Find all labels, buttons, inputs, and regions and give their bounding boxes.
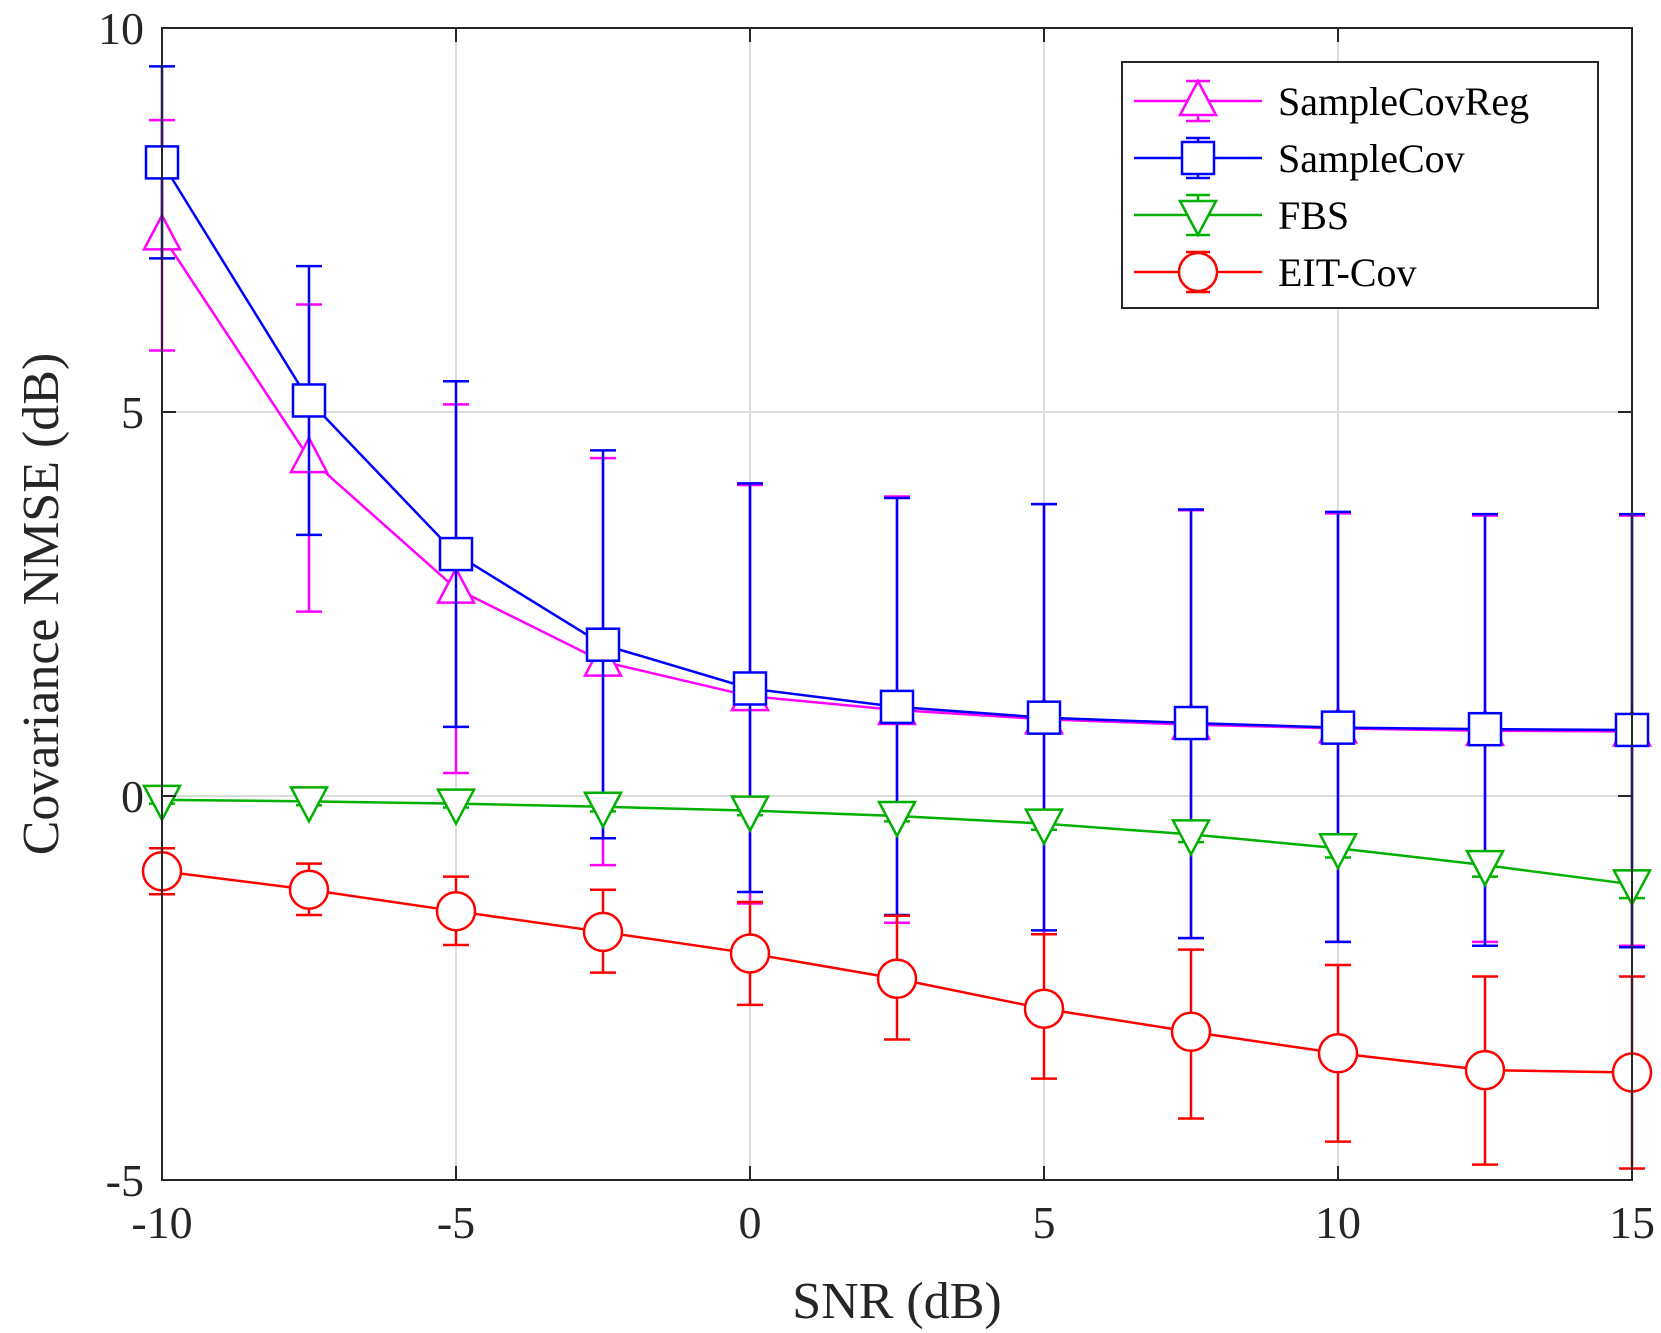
data-point (729, 795, 771, 834)
y-tick-label: 0 (121, 771, 144, 822)
data-point (582, 911, 624, 953)
x-tick-labels: -10 -5 0 5 10 15 (131, 1197, 1655, 1248)
x-tick-label: -10 (131, 1197, 192, 1248)
series-samplecov (144, 65, 1650, 949)
data-point (582, 791, 624, 830)
data-point (876, 958, 918, 1000)
x-tick-label: 5 (1033, 1197, 1056, 1248)
data-point (585, 627, 621, 662)
data-point (438, 536, 474, 572)
y-tick-labels: -5 0 5 10 (98, 3, 144, 1206)
legend-marker (1177, 78, 1219, 117)
data-point (1026, 700, 1062, 735)
data-point (1320, 710, 1356, 745)
data-point (288, 869, 330, 910)
data-point (1317, 1033, 1359, 1074)
data-point (291, 383, 327, 418)
data-point (876, 800, 918, 839)
y-tick-label: 5 (121, 387, 144, 438)
data-point (1467, 711, 1503, 747)
x-axis-label: SNR (dB) (792, 1273, 1001, 1330)
legend-marker (1180, 140, 1216, 176)
legend-label: SampleCovReg (1278, 79, 1529, 124)
x-tick-label: 0 (739, 1197, 762, 1248)
data-point (1464, 1049, 1506, 1091)
data-point (1023, 988, 1065, 1029)
x-tick-label: -5 (437, 1197, 475, 1248)
legend-label: EIT-Cov (1278, 250, 1417, 295)
legend-entry-samplecov: SampleCov (1134, 136, 1465, 181)
tick-marks (161, 27, 1633, 1181)
axes-box (161, 27, 1633, 1181)
data-point (1464, 849, 1506, 888)
data-point (879, 689, 915, 725)
data-point (288, 786, 330, 825)
data-point (1023, 808, 1065, 847)
data-point (435, 890, 477, 932)
series-eit-cov (141, 846, 1653, 1170)
legend: SampleCovReg SampleCov FBS EIT-Cov (1121, 61, 1599, 309)
legend-entry-samplecovreg: SampleCovReg (1134, 78, 1529, 124)
legend-entries: SampleCovReg SampleCov FBS EIT-Cov (1134, 78, 1529, 295)
legend-entry-eit-cov: EIT-Cov (1134, 250, 1417, 295)
data-point (732, 671, 768, 706)
data-point (435, 788, 477, 827)
y-tick-label: -5 (106, 1155, 144, 1206)
data-point (1173, 705, 1209, 741)
legend-marker (1177, 251, 1219, 293)
legend-marker (1177, 199, 1219, 238)
data-point (729, 933, 771, 974)
data-point (1317, 832, 1359, 871)
data-point (1170, 1011, 1212, 1053)
y-tick-label: 10 (98, 3, 144, 54)
data-point (1170, 819, 1212, 858)
series-layer (141, 65, 1653, 1170)
y-axis-label: Covariance NMSE (dB) (13, 353, 70, 856)
legend-label: FBS (1278, 193, 1349, 238)
legend-entry-fbs: FBS (1134, 193, 1349, 238)
legend-label: SampleCov (1278, 136, 1465, 181)
x-tick-label: 10 (1315, 1197, 1361, 1248)
x-tick-label: 15 (1609, 1197, 1655, 1248)
